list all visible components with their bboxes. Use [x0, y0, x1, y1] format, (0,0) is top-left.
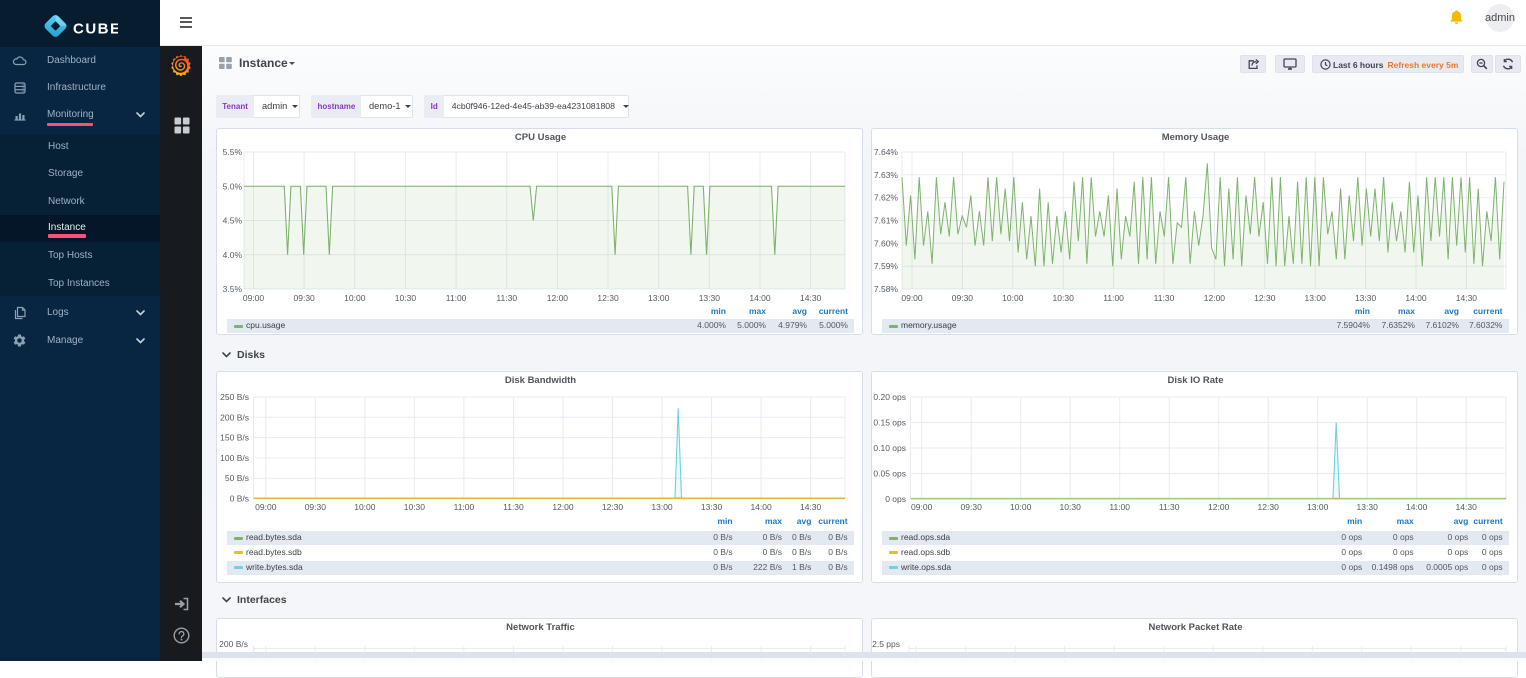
svg-text:2.5 pps: 2.5 pps — [872, 639, 900, 649]
svg-text:150 B/s: 150 B/s — [220, 433, 249, 443]
svg-text:0.20 ops: 0.20 ops — [873, 392, 906, 402]
svg-text:10:30: 10:30 — [1060, 502, 1082, 512]
svg-text:7.60%: 7.60% — [874, 238, 899, 248]
svg-text:13:00: 13:00 — [648, 293, 670, 303]
svg-text:09:30: 09:30 — [294, 293, 316, 303]
svg-text:12:00: 12:00 — [1208, 502, 1230, 512]
svg-text:11:30: 11:30 — [1154, 293, 1175, 303]
svg-text:13:30: 13:30 — [1355, 293, 1377, 303]
svg-text:0.15 ops: 0.15 ops — [873, 418, 906, 428]
svg-text:14:00: 14:00 — [1405, 293, 1427, 303]
svg-text:14:00: 14:00 — [750, 502, 772, 512]
svg-text:0.05 ops: 0.05 ops — [873, 469, 906, 479]
svg-text:10:00: 10:00 — [1002, 293, 1024, 303]
svg-text:10:30: 10:30 — [1053, 293, 1075, 303]
svg-text:4.0%: 4.0% — [223, 250, 243, 260]
svg-text:12:00: 12:00 — [552, 502, 574, 512]
svg-text:09:30: 09:30 — [952, 293, 974, 303]
svg-text:11:30: 11:30 — [1159, 502, 1180, 512]
svg-text:12:30: 12:30 — [602, 502, 624, 512]
svg-text:7.58%: 7.58% — [874, 284, 899, 294]
svg-text:09:00: 09:00 — [901, 293, 923, 303]
svg-text:11:00: 11:00 — [1103, 293, 1124, 303]
svg-text:5.5%: 5.5% — [223, 147, 243, 157]
svg-text:CUBE: CUBE — [73, 21, 118, 38]
svg-text:13:30: 13:30 — [701, 502, 723, 512]
svg-text:13:30: 13:30 — [1357, 502, 1379, 512]
svg-text:0 ops: 0 ops — [885, 494, 906, 504]
svg-text:100 B/s: 100 B/s — [220, 453, 249, 463]
svg-text:200 B/s: 200 B/s — [219, 639, 248, 649]
svg-text:200 B/s: 200 B/s — [220, 412, 249, 422]
svg-text:7.62%: 7.62% — [874, 193, 899, 203]
svg-text:11:30: 11:30 — [503, 502, 524, 512]
svg-text:10:30: 10:30 — [395, 293, 417, 303]
svg-text:11:00: 11:00 — [454, 502, 475, 512]
svg-text:14:30: 14:30 — [1456, 293, 1478, 303]
svg-text:12:30: 12:30 — [1254, 293, 1276, 303]
svg-text:11:00: 11:00 — [446, 293, 467, 303]
svg-text:14:00: 14:00 — [749, 293, 771, 303]
svg-text:12:00: 12:00 — [1204, 293, 1226, 303]
svg-text:0 B/s: 0 B/s — [230, 494, 249, 504]
svg-text:09:30: 09:30 — [305, 502, 327, 512]
svg-text:7.64%: 7.64% — [874, 147, 899, 157]
svg-text:14:30: 14:30 — [800, 293, 822, 303]
svg-text:10:00: 10:00 — [354, 502, 376, 512]
svg-text:7.61%: 7.61% — [874, 215, 899, 225]
svg-text:50 B/s: 50 B/s — [225, 473, 249, 483]
svg-text:13:00: 13:00 — [651, 502, 673, 512]
svg-text:0.10 ops: 0.10 ops — [873, 443, 906, 453]
svg-text:13:00: 13:00 — [1307, 502, 1329, 512]
svg-text:11:30: 11:30 — [496, 293, 517, 303]
svg-text:12:00: 12:00 — [547, 293, 569, 303]
svg-text:11:00: 11:00 — [1109, 502, 1130, 512]
svg-text:3.5%: 3.5% — [223, 284, 243, 294]
svg-text:10:00: 10:00 — [1010, 502, 1032, 512]
svg-text:10:00: 10:00 — [344, 293, 366, 303]
svg-text:7.59%: 7.59% — [874, 261, 899, 271]
svg-text:12:30: 12:30 — [597, 293, 619, 303]
svg-text:7.63%: 7.63% — [874, 170, 899, 180]
svg-text:10:30: 10:30 — [404, 502, 426, 512]
svg-text:13:30: 13:30 — [699, 293, 721, 303]
svg-text:14:00: 14:00 — [1406, 502, 1428, 512]
svg-text:4.5%: 4.5% — [223, 216, 243, 226]
svg-text:14:30: 14:30 — [800, 502, 822, 512]
svg-text:09:00: 09:00 — [255, 502, 277, 512]
svg-text:09:00: 09:00 — [911, 502, 933, 512]
svg-text:09:00: 09:00 — [243, 293, 265, 303]
svg-text:09:30: 09:30 — [961, 502, 983, 512]
svg-text:12:30: 12:30 — [1258, 502, 1280, 512]
svg-text:14:30: 14:30 — [1456, 502, 1478, 512]
svg-text:13:00: 13:00 — [1305, 293, 1327, 303]
svg-text:250 B/s: 250 B/s — [220, 392, 249, 402]
svg-text:5.0%: 5.0% — [223, 181, 243, 191]
